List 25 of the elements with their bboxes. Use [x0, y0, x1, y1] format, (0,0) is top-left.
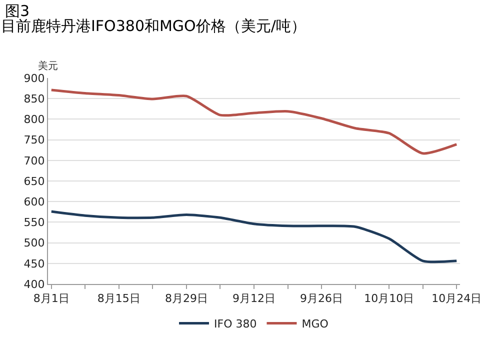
chart-subtitle: 目前鹿特丹港IFO380和MGO价格（美元/吨）	[1, 17, 306, 35]
legend-label: IFO 380	[214, 318, 257, 331]
y-tick-label: 550	[24, 216, 45, 230]
y-tick-label: 900	[24, 72, 45, 85]
x-tick-label: 8月1日	[33, 292, 70, 306]
legend-label: MGO	[302, 318, 329, 331]
x-tick-label: 9月26日	[300, 292, 344, 306]
y-tick-label: 400	[24, 278, 45, 291]
y-axis-title: 美元	[38, 60, 58, 72]
y-tick-label: 850	[24, 92, 45, 106]
y-tick-label: 450	[24, 257, 45, 270]
x-tick-label: 8月29日	[164, 292, 208, 306]
y-tick-label: 700	[24, 154, 45, 168]
x-tick-label: 10月24日	[432, 292, 482, 306]
line-series	[50, 210, 458, 264]
y-tick-label: 800	[24, 113, 45, 126]
y-tick-label: 500	[24, 236, 45, 250]
y-tick-label: 750	[24, 134, 45, 147]
x-tick-label: 10月10日	[364, 292, 414, 306]
y-tick-label: 650	[24, 174, 45, 188]
x-tick-label: 8月15日	[97, 292, 140, 306]
chart-title: 图3	[5, 2, 30, 20]
x-tick-label: 9月12日	[232, 292, 276, 306]
y-tick-label: 600	[24, 195, 45, 208]
line-series	[50, 88, 458, 155]
